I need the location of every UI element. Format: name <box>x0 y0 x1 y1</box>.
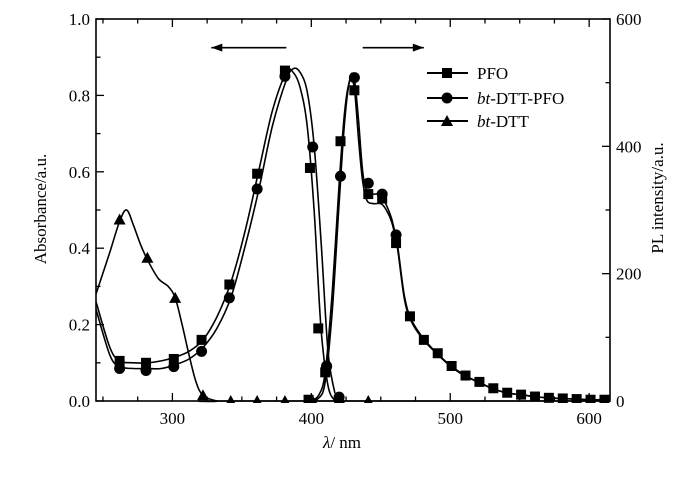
legend-label: bt-DTT-PFO <box>477 89 564 108</box>
y-tick-label-left: 0.2 <box>69 316 90 335</box>
data-point-bt-dtt-pfo-emission <box>321 360 333 372</box>
data-point-pfo-absorption <box>224 279 235 290</box>
data-point-bt-dtt-pfo-absorption <box>307 141 319 153</box>
data-point-bt-dtt-absorption <box>196 389 209 401</box>
data-point-pfo-absorption <box>196 334 207 345</box>
y-tick-label-left: 0.4 <box>69 239 91 258</box>
arrow-left-head <box>211 43 223 52</box>
y-axis-title-right: PL intensity/a.u. <box>648 142 667 253</box>
y-tick-label-right: 400 <box>616 137 642 156</box>
data-point-pfo-absorption <box>168 353 179 364</box>
data-point-bt-dtt-pfo-absorption <box>251 183 263 195</box>
data-point-pfo-emission <box>585 394 596 403</box>
y-tick-label-right: 600 <box>616 10 642 29</box>
data-point-bt-dtt-absorption <box>113 213 126 225</box>
y-tick-label-left: 1.0 <box>69 10 90 29</box>
x-axis-title: λ/ nm <box>322 433 361 452</box>
series-line-pfo-absorption <box>96 68 336 402</box>
data-point-pfo-absorption <box>304 162 315 173</box>
y-axis-title-left: Absorbance/a.u. <box>31 154 50 264</box>
data-point-pfo-emission <box>391 238 402 249</box>
series-line-bt-dtt-pfo-emission <box>308 72 606 402</box>
data-point-pfo-emission <box>335 136 346 147</box>
x-tick-label: 300 <box>160 409 186 428</box>
y-tick-label-right: 0 <box>616 392 625 411</box>
data-point-bt-dtt-pfo-absorption <box>279 70 291 82</box>
legend-label: bt-DTT <box>477 112 530 131</box>
data-point-bt-dtt-pfo-absorption <box>114 363 126 375</box>
data-point-pfo-emission <box>303 394 314 403</box>
data-point-bt-dtt-pfo-absorption <box>168 361 180 373</box>
legend: PFO bt-DTT-PFO bt-DTT <box>427 64 564 131</box>
data-point-pfo-emission <box>599 394 610 403</box>
y-tick-label-left: 0.8 <box>69 86 90 105</box>
triangle-marker-icon <box>441 115 453 126</box>
series-line-bt-dtt-pfo-absorption <box>96 67 336 394</box>
axis-layer: 300 400 500 600 0.0 0.2 0.4 0.6 0.8 1.0 0 200 400 600 <box>69 10 642 428</box>
legend-item-bt-dtt: bt-DTT <box>427 112 530 131</box>
legend-label: PFO <box>477 64 508 83</box>
data-point-bt-dtt-pfo-emission <box>390 229 402 241</box>
data-point-bt-dtt-pfo-emission <box>376 188 388 200</box>
data-point-bt-dtt-pfo-emission <box>362 177 374 189</box>
legend-item-pfo: PFO <box>427 64 508 83</box>
data-point-bt-dtt-pfo-absorption <box>223 292 235 304</box>
data-point-bt-dtt-pfo-emission <box>334 170 346 182</box>
arrow-right-head <box>412 43 424 52</box>
data-point-pfo-emission <box>349 85 360 96</box>
data-point-pfo-absorption <box>313 323 324 334</box>
y-tick-label-left: 0.6 <box>69 163 90 182</box>
x-tick-label: 400 <box>299 409 325 428</box>
data-point-pfo-absorption <box>279 65 290 76</box>
data-point-bt-dtt-pfo-absorption <box>140 364 152 376</box>
y-tick-label-left: 0.0 <box>69 392 90 411</box>
data-point-bt-dtt-absorption <box>169 291 182 303</box>
data-point-pfo-absorption <box>114 355 125 366</box>
series-line-pfo-emission <box>308 77 606 402</box>
circle-marker-icon <box>441 92 453 104</box>
square-marker-icon <box>442 68 452 78</box>
data-point-pfo-emission <box>363 189 374 200</box>
y-tick-label-right: 200 <box>616 265 642 284</box>
legend-item-bt-dtt-pfo: bt-DTT-PFO <box>427 89 564 108</box>
x-tick-label: 600 <box>576 409 602 428</box>
series-line-bt-dtt-absorption <box>96 209 610 403</box>
data-point-bt-dtt-pfo-absorption <box>196 345 208 357</box>
data-point-pfo-emission <box>320 367 331 378</box>
data-point-pfo-absorption <box>141 357 152 368</box>
data-point-bt-dtt-absorption <box>141 251 154 263</box>
data-point-bt-dtt-pfo-emission <box>348 72 360 84</box>
x-tick-label: 500 <box>437 409 463 428</box>
plot-area <box>96 65 610 403</box>
data-point-pfo-absorption <box>252 168 263 179</box>
